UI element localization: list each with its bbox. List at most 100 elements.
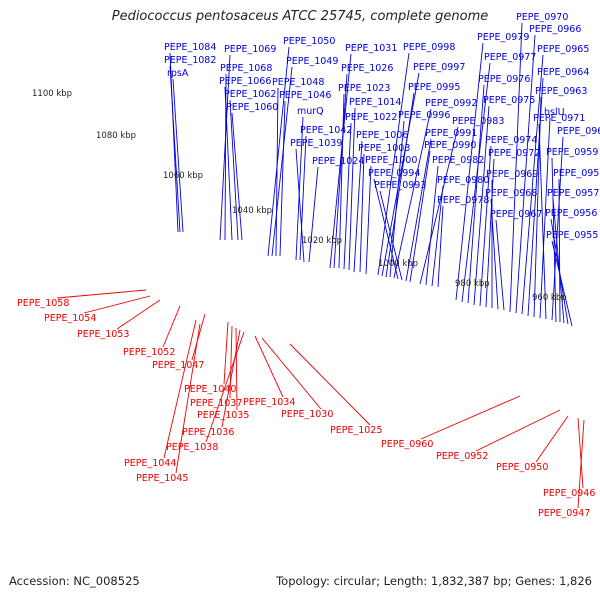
reverse-connector — [289, 343, 371, 426]
reverse-gene-label: PEPE_1035 — [197, 410, 249, 421]
scale-label: 1080 kbp — [96, 131, 136, 141]
forward-gene-label: murQ — [297, 106, 324, 117]
forward-gene-label: PEPE_1031 — [345, 43, 397, 54]
reverse-connector — [56, 289, 147, 299]
scale-label: 960 kbp — [532, 293, 567, 303]
reverse-gene-label: PEPE_0947 — [538, 508, 590, 519]
forward-connector — [359, 153, 365, 273]
reverse-connector — [261, 337, 322, 410]
forward-connector — [295, 148, 305, 263]
reverse-connector — [577, 419, 585, 509]
forward-connector — [295, 116, 304, 261]
reverse-gene-label: PEPE_1053 — [77, 329, 129, 340]
forward-connector — [373, 178, 399, 280]
forward-connector — [521, 54, 544, 315]
forward-gene-label: PEPE_0983 — [452, 116, 504, 127]
forward-label-connectors — [169, 22, 573, 327]
reverse-gene-label: PEPE_1052 — [123, 347, 175, 358]
forward-connector — [348, 107, 356, 271]
forward-connector — [515, 34, 536, 314]
reverse-connector — [83, 295, 151, 314]
forward-gene-label: PEPE_1024 — [312, 156, 364, 167]
forward-gene-label: PEPE_1082 — [164, 55, 216, 66]
forward-connector — [461, 62, 491, 303]
forward-connector — [267, 46, 290, 257]
reverse-connector — [162, 305, 181, 348]
reverse-connector — [116, 299, 161, 330]
forward-gene-label: PEPE_1046 — [279, 90, 331, 101]
forward-connector — [539, 117, 551, 319]
reverse-connector — [175, 323, 201, 474]
forward-gene-label: PEPE_1022 — [345, 112, 397, 123]
forward-connector — [473, 105, 490, 306]
reverse-gene-labels: PEPE_1058 PEPE_1054 PEPE_1053 PEPE_1052 PEPE… — [17, 298, 595, 519]
reverse-connector — [191, 313, 206, 361]
reverse-connector — [475, 409, 561, 452]
forward-gene-label: PEPE_0990 — [424, 140, 476, 151]
forward-connector — [455, 42, 484, 301]
forward-connector — [389, 120, 405, 278]
forward-gene-label: PEPE_0968 — [485, 188, 537, 199]
forward-gene-label: PEPE_1000 — [365, 155, 417, 166]
forward-gene-label: PEPE_0978 — [437, 195, 489, 206]
reverse-connector — [163, 319, 197, 459]
forward-connector — [343, 122, 352, 270]
forward-connector — [533, 96, 542, 318]
scale-label: 1100 kbp — [32, 89, 72, 99]
accession-text: Accession: NC_008525 — [9, 574, 140, 588]
forward-connector — [365, 165, 372, 275]
reverse-connector — [420, 395, 521, 440]
scale-label: 980 kbp — [455, 279, 490, 289]
reverse-connector — [235, 327, 238, 411]
forward-connector — [271, 66, 293, 257]
forward-gene-label: PEPE_0979 — [477, 32, 529, 43]
forward-connector — [329, 53, 352, 269]
forward-gene-label: PEPE_1069 — [224, 44, 276, 55]
forward-gene-label: PEPE_0961 — [557, 126, 600, 137]
reverse-connector — [535, 415, 569, 463]
reverse-gene-label: PEPE_0960 — [381, 439, 433, 450]
forward-gene-label: PEPE_1048 — [272, 77, 324, 88]
reverse-gene-label: PEPE_1037 — [190, 398, 242, 409]
topology-stats: Topology: circular; Length: 1,832,387 bp… — [276, 574, 592, 588]
reverse-gene-label: PEPE_1034 — [243, 397, 295, 408]
forward-gene-label: PEPE_0977 — [484, 52, 536, 63]
reverse-connector — [205, 331, 245, 443]
forward-connector — [231, 112, 243, 241]
forward-gene-label: rpsA — [167, 68, 189, 79]
forward-connector — [538, 123, 547, 320]
forward-gene-label: PEPE_0994 — [368, 168, 420, 179]
forward-gene-label: PEPE_1068 — [220, 63, 272, 74]
forward-gene-label: PEPE_0966 — [529, 24, 581, 35]
reverse-gene-label: PEPE_0952 — [436, 451, 488, 462]
forward-gene-label: PEPE_1084 — [164, 42, 216, 53]
forward-connector — [169, 65, 181, 233]
forward-connector — [377, 52, 410, 276]
reverse-connector — [229, 325, 233, 399]
scale-label: 1040 kbp — [232, 206, 272, 216]
forward-connector — [275, 87, 279, 257]
forward-connector — [495, 219, 505, 311]
forward-gene-label: PEPE_0971 — [533, 113, 585, 124]
forward-gene-label: PEPE_0957 — [547, 188, 599, 199]
forward-connector — [479, 145, 492, 307]
forward-gene-label: PEPE_0958 — [553, 168, 600, 179]
reverse-gene-label: PEPE_1045 — [136, 473, 188, 484]
forward-connector — [224, 86, 233, 241]
forward-connector — [552, 198, 565, 324]
forward-gene-label: PEPE_0955 — [546, 230, 598, 241]
forward-connector — [333, 73, 348, 269]
reverse-gene-label: PEPE_1030 — [281, 409, 333, 420]
forward-gene-label: PEPE_0975 — [483, 95, 535, 106]
forward-gene-label: PEPE_0980 — [437, 175, 489, 186]
forward-gene-label: PEPE_1039 — [290, 138, 342, 149]
forward-gene-label: PEPE_0982 — [432, 155, 484, 166]
forward-gene-label: PEPE_0972 — [488, 148, 540, 159]
reverse-gene-label: PEPE_0946 — [543, 488, 595, 499]
forward-connector — [558, 178, 561, 323]
forward-connector — [219, 54, 231, 241]
forward-gene-label: PEPE_1023 — [338, 83, 390, 94]
forward-connector — [353, 140, 363, 273]
reverse-connector — [254, 335, 284, 398]
